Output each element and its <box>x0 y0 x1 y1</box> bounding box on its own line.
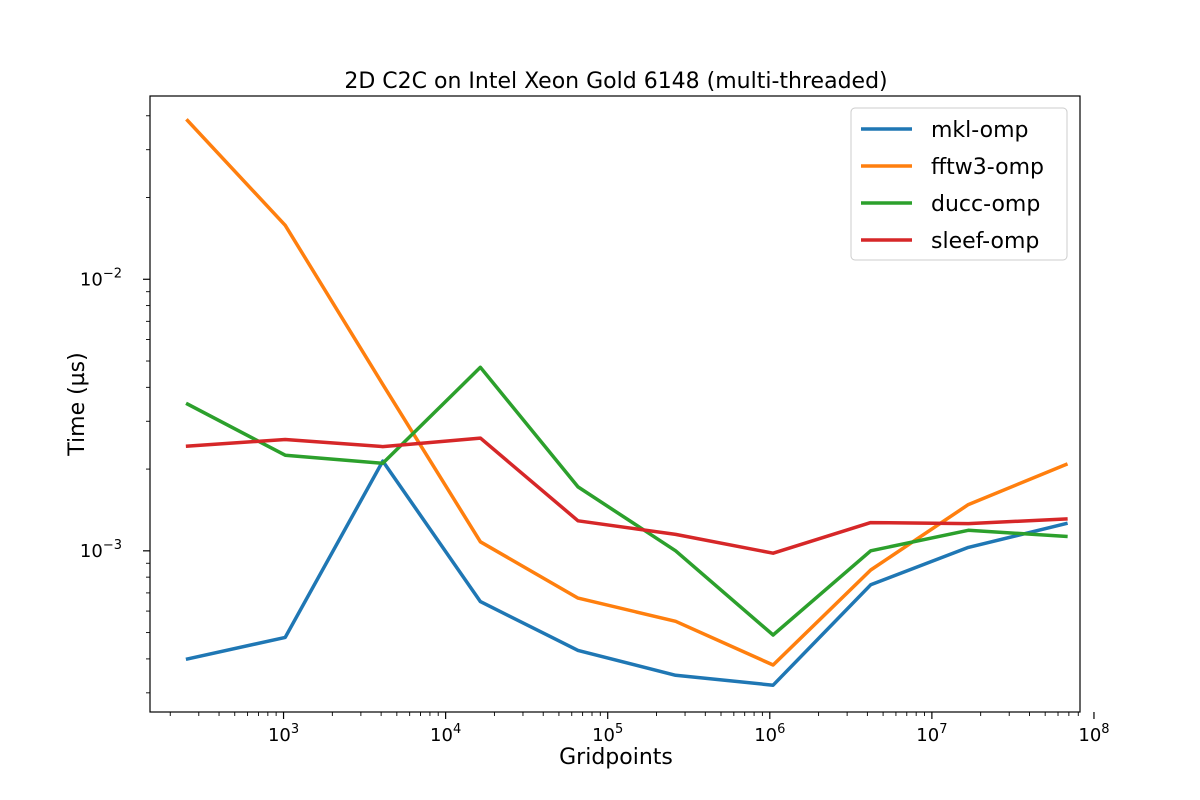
series-line-mkl-omp <box>185 459 1069 687</box>
y-tick-label: 10−2 <box>80 266 122 290</box>
series-line-sleef-omp <box>185 436 1068 555</box>
y-axis-label: Time (µs) <box>65 352 90 456</box>
x-axis-label: Gridpoints <box>559 745 673 770</box>
y-tick-label: 10−3 <box>80 538 122 562</box>
legend-label-fftw3-omp: fftw3-omp <box>931 155 1044 180</box>
chart-title: 2D C2C on Intel Xeon Gold 6148 (multi-th… <box>344 69 887 94</box>
x-tick-label: 104 <box>430 722 461 746</box>
legend-label-sleef-omp: sleef-omp <box>931 229 1039 254</box>
series-lines <box>185 118 1069 687</box>
legend: mkl-omp fftw3-omp ducc-omp sleef-omp <box>850 107 1068 261</box>
legend-label-mkl-omp: mkl-omp <box>931 118 1029 143</box>
plot-frame <box>149 95 1081 713</box>
legend-label-ducc-omp: ducc-omp <box>931 192 1040 217</box>
x-tick-label: 105 <box>592 722 623 746</box>
series-line-ducc-omp <box>185 365 1068 637</box>
axis-ticks: 103 104 105 106 107 108 10−3 10−2 <box>80 115 1110 746</box>
x-tick-label: 108 <box>1078 722 1109 746</box>
x-tick-label: 107 <box>916 722 947 746</box>
series-line-fftw3-omp <box>185 118 1069 667</box>
legend-box <box>850 107 1068 261</box>
x-tick-label: 106 <box>754 722 785 746</box>
x-tick-label: 103 <box>268 722 299 746</box>
